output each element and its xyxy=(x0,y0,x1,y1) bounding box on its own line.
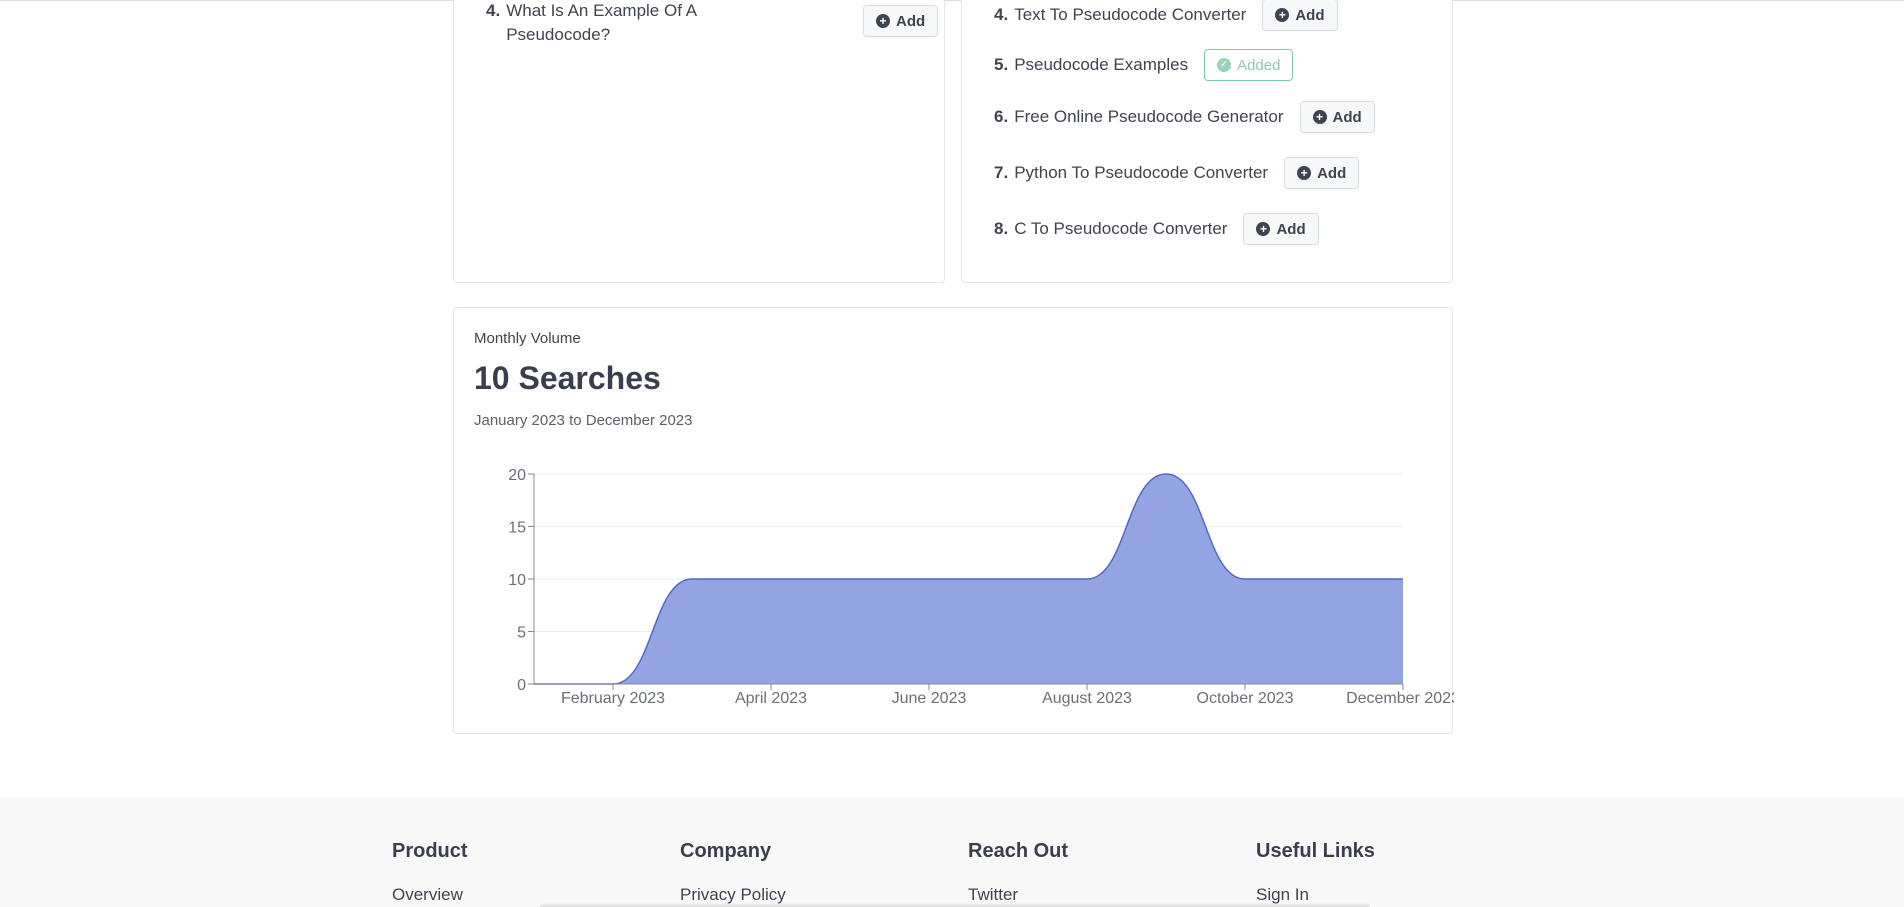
y-tick-label: 20 xyxy=(508,467,526,484)
item-text: Free Online Pseudocode Generator xyxy=(1014,107,1284,126)
add-button[interactable]: + Add xyxy=(863,5,939,37)
added-button-label: Added xyxy=(1237,56,1281,74)
item-text: Text To Pseudocode Converter xyxy=(1014,5,1247,24)
footer-heading: Reach Out xyxy=(968,840,1069,862)
x-tick-label: December 2023 xyxy=(1346,690,1454,707)
add-button[interactable]: + Add xyxy=(1299,101,1375,133)
volume-title: 10 Searches xyxy=(474,360,661,396)
footer-heading: Product xyxy=(392,840,468,862)
item-number: 4. xyxy=(486,1,501,20)
top-border xyxy=(0,0,1904,1)
footer-link-overview[interactable]: Overview xyxy=(392,885,463,904)
add-button-label: Add xyxy=(1317,164,1347,182)
footer-link-sign-in[interactable]: Sign In xyxy=(1256,885,1309,904)
check-circle-icon: ✓ xyxy=(1217,58,1232,72)
y-tick-label: 15 xyxy=(508,520,526,537)
list-item: 5. Pseudocode Examples ✓ Added xyxy=(994,49,1294,81)
item-number: 7. xyxy=(994,163,1009,182)
y-tick-label: 10 xyxy=(508,572,526,589)
y-tick-label: 0 xyxy=(517,677,526,694)
added-button[interactable]: ✓ Added xyxy=(1204,49,1294,81)
plus-circle-icon: + xyxy=(876,14,890,28)
item-number: 4. xyxy=(994,5,1009,24)
plus-circle-icon: + xyxy=(1297,166,1312,180)
footer-link-privacy-policy[interactable]: Privacy Policy xyxy=(680,885,786,904)
add-button[interactable]: + Add xyxy=(1284,157,1360,189)
plus-circle-icon: + xyxy=(1275,8,1290,22)
list-item: 4. What Is An Example Of A Pseudocode? +… xyxy=(486,0,939,47)
list-item: 6. Free Online Pseudocode Generator + Ad… xyxy=(994,101,1375,133)
item-text: C To Pseudocode Converter xyxy=(1014,219,1228,238)
volume-label: Monthly Volume xyxy=(474,330,581,347)
series-line xyxy=(534,473,1403,685)
footer: Product Overview Company Privacy Policy … xyxy=(0,798,1904,907)
y-tick-label: 5 xyxy=(517,625,526,642)
x-tick-label: October 2023 xyxy=(1197,690,1294,707)
x-tick-label: February 2023 xyxy=(561,690,665,707)
x-tick-label: August 2023 xyxy=(1042,690,1132,707)
list-item: 4. Text To Pseudocode Converter + Add xyxy=(994,0,1338,31)
add-button[interactable]: + Add xyxy=(1262,0,1338,31)
add-button[interactable]: + Add xyxy=(1243,213,1319,245)
item-text-line1: What Is An Example Of A xyxy=(506,1,698,20)
add-button-label: Add xyxy=(1295,6,1325,24)
footer-column-reach-out: Reach Out Twitter xyxy=(968,840,1068,905)
plus-circle-icon: + xyxy=(1256,222,1271,236)
item-number: 5. xyxy=(994,55,1009,74)
list-item: 8. C To Pseudocode Converter + Add xyxy=(994,213,1319,245)
add-button-label: Add xyxy=(1276,220,1306,238)
footer-column-product: Product Overview xyxy=(392,840,468,905)
item-text-line2: Pseudocode? xyxy=(506,25,611,44)
add-button-label: Add xyxy=(1332,108,1362,126)
item-text: Pseudocode Examples xyxy=(1014,55,1189,74)
item-number: 6. xyxy=(994,107,1009,126)
monthly-volume-chart: 0 5 10 15 20 February 2023 April 2023 June 2023… xyxy=(508,467,1454,707)
floating-panel-shadow xyxy=(540,903,1370,907)
plus-circle-icon: + xyxy=(1312,110,1327,124)
item-number: 8. xyxy=(994,219,1009,238)
item-text: What Is An Example Of A Pseudocode? xyxy=(506,0,766,47)
footer-link-twitter[interactable]: Twitter xyxy=(968,885,1019,904)
questions-card-right: 4. Text To Pseudocode Converter + Add 5.… xyxy=(961,0,1453,283)
footer-column-company: Company Privacy Policy xyxy=(680,840,786,905)
footer-heading: Useful Links xyxy=(1256,840,1375,862)
questions-card-left: 4. What Is An Example Of A Pseudocode? +… xyxy=(453,0,945,283)
footer-column-useful-links: Useful Links Sign In xyxy=(1256,840,1375,905)
volume-date-range: January 2023 to December 2023 xyxy=(474,412,693,429)
footer-heading: Company xyxy=(680,840,772,862)
list-item: 7. Python To Pseudocode Converter + Add xyxy=(994,157,1360,189)
monthly-volume-card: Monthly Volume 10 Searches January 2023 … xyxy=(453,307,1454,734)
item-text: Python To Pseudocode Converter xyxy=(1014,163,1269,182)
x-tick-label: June 2023 xyxy=(892,690,967,707)
x-tick-label: April 2023 xyxy=(735,690,807,707)
add-button-label: Add xyxy=(896,12,926,30)
